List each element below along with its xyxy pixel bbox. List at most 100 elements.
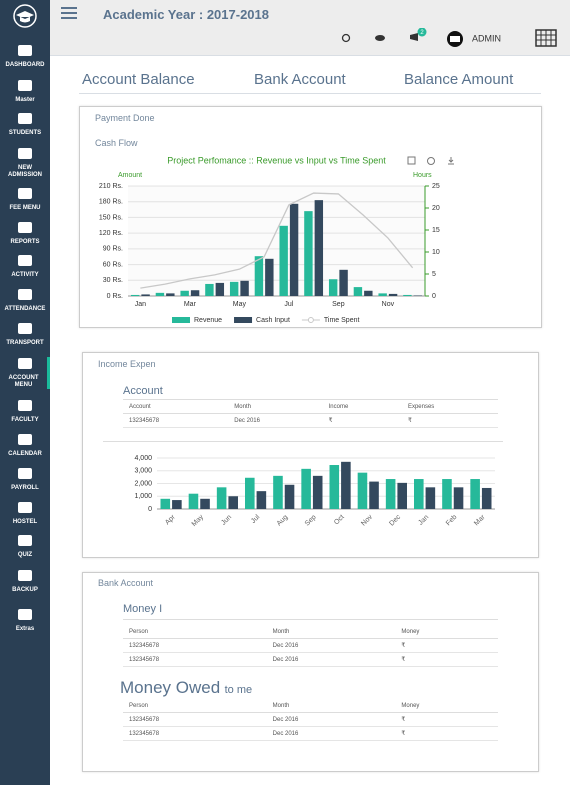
academic-year: Academic Year : 2017-2018 bbox=[103, 7, 269, 22]
sidebar-label: FEE MENU bbox=[9, 205, 41, 211]
sidebar-item[interactable]: STUDENTS bbox=[0, 112, 50, 137]
sidebar-icon bbox=[18, 570, 32, 581]
divider bbox=[79, 93, 541, 94]
sidebar-label: TRANSPORT bbox=[6, 340, 44, 346]
sidebar-item[interactable]: FEE MENU bbox=[0, 187, 50, 212]
bank-panel: Bank Account Money I Money Owed to me Pe… bbox=[82, 572, 539, 772]
table-header: Person Month Money bbox=[123, 626, 498, 639]
sidebar-icon bbox=[18, 502, 32, 513]
sidebar-icon bbox=[18, 434, 32, 445]
table-header: Account Month Income Expenses bbox=[123, 401, 498, 414]
table-cell: 132345678 bbox=[123, 652, 267, 667]
column-header: Account bbox=[123, 401, 229, 414]
table-cell: Dec 2016 bbox=[266, 712, 396, 727]
sidebar-item[interactable]: NEW ADMISSION bbox=[0, 147, 50, 179]
divider bbox=[123, 399, 498, 400]
divider bbox=[123, 619, 498, 620]
sidebar-icon bbox=[18, 113, 32, 124]
sidebar-label: Extras bbox=[15, 626, 35, 632]
sidebar-label: QUIZ bbox=[17, 552, 33, 558]
sidebar-item[interactable]: ACTIVITY bbox=[0, 254, 50, 279]
data-table: Person Month Money 132345678 Dec 2016 ₹132345… bbox=[123, 700, 498, 741]
table-cell: 132345678 bbox=[123, 638, 267, 653]
menu-toggle[interactable] bbox=[60, 7, 78, 19]
table-cell: ₹ bbox=[395, 726, 498, 741]
table-cell: 132345678 bbox=[123, 712, 267, 727]
sidebar-icon bbox=[18, 400, 32, 411]
column-header: Month bbox=[266, 700, 396, 713]
column-header: Month bbox=[266, 626, 396, 639]
tab[interactable]: Account Balance bbox=[82, 71, 195, 88]
sidebar-item[interactable]: FACULTY bbox=[0, 399, 50, 424]
table-row: 132345678 Dec 2016 ₹ bbox=[123, 712, 498, 727]
sidebar-icon bbox=[18, 468, 32, 479]
sidebar-label: NEW ADMISSION bbox=[7, 165, 42, 178]
table-cell: ₹ bbox=[322, 413, 402, 428]
sidebar-item[interactable]: BACKUP bbox=[0, 569, 50, 594]
panel-title: Income Expen bbox=[98, 359, 156, 369]
sidebar-label: CALENDAR bbox=[8, 451, 42, 457]
sidebar-icon bbox=[18, 358, 32, 369]
sidebar-item[interactable]: DASHBOARD bbox=[0, 44, 50, 69]
title-suffix: to me bbox=[224, 684, 253, 696]
sidebar-label: PAYROLL bbox=[11, 485, 39, 491]
header: Academic Year : 2017-2018 2 ADMIN bbox=[50, 0, 570, 56]
table-cell: Dec 2016 bbox=[266, 652, 396, 667]
sidebar-item[interactable]: TRANSPORT bbox=[0, 322, 50, 347]
sidebar-item[interactable]: ATTENDANCE bbox=[0, 288, 50, 313]
sidebar-item[interactable]: PAYROLL bbox=[0, 467, 50, 492]
data-table: Account Month Income Expenses 132345678 Dec 2… bbox=[123, 401, 498, 428]
table-row: 132345678 Dec 2016 ₹ bbox=[123, 638, 498, 653]
sidebar-icon bbox=[18, 222, 32, 233]
table-title: Account bbox=[123, 385, 163, 397]
table-title: Money I bbox=[123, 603, 163, 615]
table-cell: ₹ bbox=[395, 712, 498, 727]
sidebar-icon bbox=[18, 148, 32, 159]
sidebar-icon bbox=[18, 45, 32, 56]
table-cell: ₹ bbox=[401, 413, 498, 428]
sidebar: DASHBOARD Master STUDENTS NEW ADMISSION FEE … bbox=[0, 0, 50, 785]
sidebar-item[interactable]: REPORTS bbox=[0, 221, 50, 246]
income-panel: Income Expen Account Account Month Income E… bbox=[82, 352, 539, 558]
sidebar-icon bbox=[18, 80, 32, 91]
column-header: Money bbox=[395, 700, 498, 713]
notification-badge: 2 bbox=[420, 30, 424, 36]
panel-title: Bank Account bbox=[98, 578, 154, 588]
sidebar-item[interactable]: Master bbox=[0, 79, 50, 104]
sidebar-item[interactable]: Extras bbox=[0, 608, 50, 633]
sidebar-icon bbox=[18, 255, 32, 266]
panel-title: Payment Done bbox=[95, 113, 155, 123]
table-row: 132345678 Dec 2016 ₹ ₹ bbox=[123, 413, 498, 428]
table-cell: Dec 2016 bbox=[266, 726, 396, 741]
sidebar-label: ACCOUNT MENU bbox=[8, 375, 39, 388]
tab[interactable]: Balance Amount bbox=[404, 71, 514, 88]
column-header: Expenses bbox=[401, 401, 498, 414]
sidebar-item[interactable]: ACCOUNT MENU bbox=[0, 357, 50, 389]
sidebar-label: STUDENTS bbox=[8, 130, 42, 136]
column-header: Person bbox=[123, 626, 267, 639]
sidebar-icon bbox=[18, 289, 32, 300]
column-header: Person bbox=[123, 700, 267, 713]
column-header: Month bbox=[228, 401, 323, 414]
title-main: Money Owed bbox=[120, 678, 221, 697]
column-header: Income bbox=[322, 401, 402, 414]
sidebar-item[interactable]: HOSTEL bbox=[0, 501, 50, 526]
sidebar-label: HOSTEL bbox=[12, 519, 38, 525]
table-cell: Dec 2016 bbox=[266, 638, 396, 653]
table-cell: Dec 2016 bbox=[228, 413, 323, 428]
user-name[interactable]: ADMIN bbox=[472, 33, 501, 43]
sidebar-item[interactable]: QUIZ bbox=[0, 534, 50, 559]
table-cell: ₹ bbox=[395, 652, 498, 667]
sidebar-label: DASHBOARD bbox=[5, 62, 45, 68]
sidebar-icon bbox=[18, 609, 32, 620]
table-cell: 132345678 bbox=[123, 726, 267, 741]
sidebar-icon bbox=[18, 188, 32, 199]
sidebar-icon bbox=[18, 323, 32, 334]
tab[interactable]: Bank Account bbox=[254, 71, 346, 88]
sidebar-icon bbox=[18, 535, 32, 546]
sidebar-label: REPORTS bbox=[10, 239, 40, 245]
sidebar-item[interactable]: CALENDAR bbox=[0, 433, 50, 458]
table-cell: 132345678 bbox=[123, 413, 229, 428]
divider bbox=[103, 441, 503, 442]
